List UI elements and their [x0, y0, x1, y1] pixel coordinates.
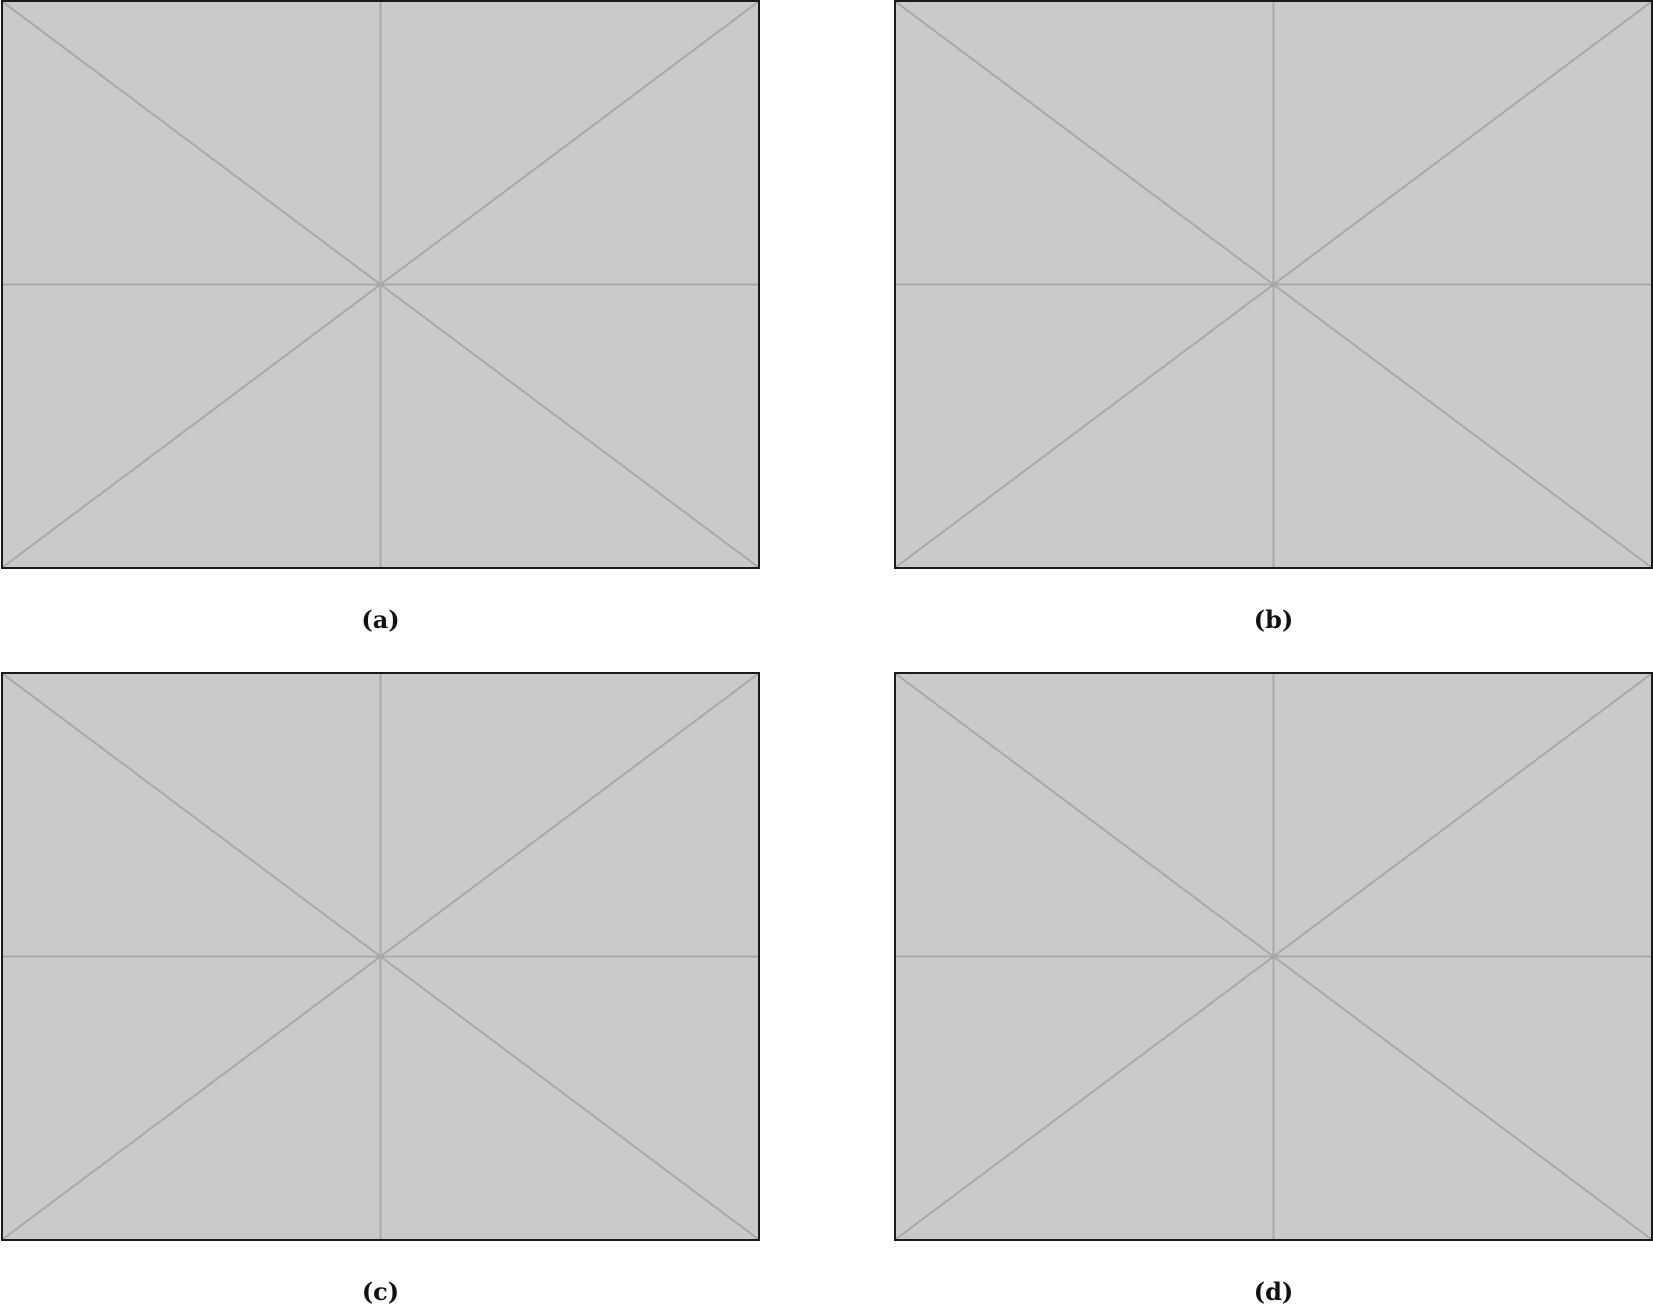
- subfigure-caption-d: (d): [1253, 1277, 1294, 1306]
- placeholder-cross-icon: [3, 674, 758, 1239]
- image-placeholder-a: [1, 0, 760, 569]
- placeholder-cross-icon: [896, 674, 1651, 1239]
- image-placeholder-d: [894, 672, 1653, 1241]
- image-placeholder-c: [1, 672, 760, 1241]
- placeholder-cross-icon: [896, 2, 1651, 567]
- subfigure-caption-c: (c): [361, 1277, 400, 1306]
- subfigure-caption-a: (a): [361, 605, 400, 634]
- subfigure-caption-b: (b): [1253, 605, 1294, 634]
- image-placeholder-b: [894, 0, 1653, 569]
- placeholder-cross-icon: [3, 2, 758, 567]
